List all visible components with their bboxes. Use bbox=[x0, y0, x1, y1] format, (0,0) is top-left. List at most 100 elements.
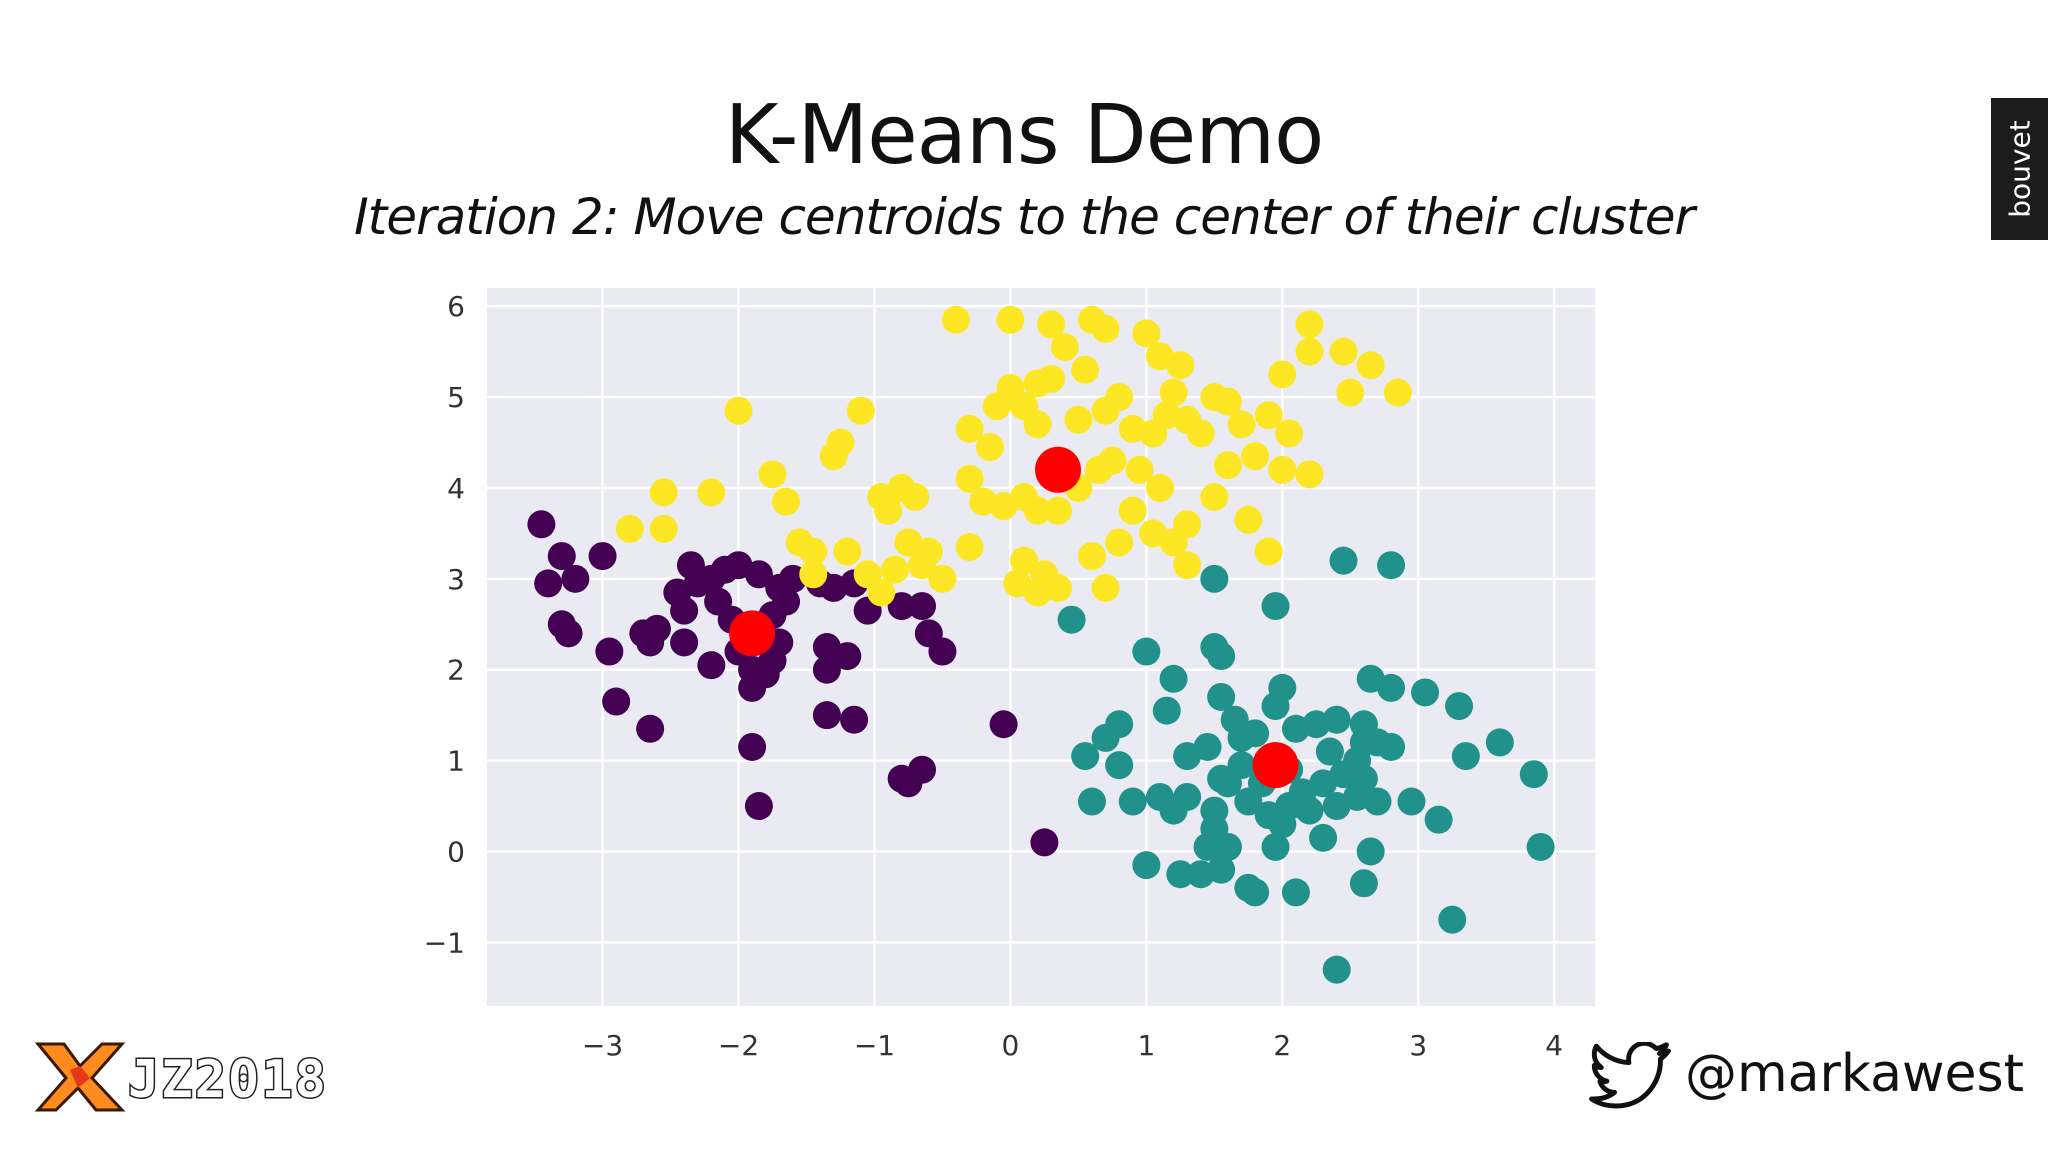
event-logo-text: JZ2018 bbox=[127, 1049, 328, 1112]
data-point bbox=[840, 705, 869, 734]
data-point bbox=[989, 710, 1018, 739]
data-point bbox=[534, 569, 563, 598]
data-point bbox=[1091, 573, 1120, 602]
data-point bbox=[1105, 751, 1134, 780]
data-point bbox=[1200, 483, 1229, 512]
data-point bbox=[1445, 692, 1474, 721]
data-point bbox=[799, 560, 828, 589]
data-point bbox=[1349, 764, 1378, 793]
data-point bbox=[1438, 905, 1467, 934]
data-point bbox=[1023, 496, 1052, 525]
data-point bbox=[812, 701, 841, 730]
data-point bbox=[1118, 787, 1147, 816]
data-point bbox=[1227, 410, 1256, 439]
x-tick-label: 0 bbox=[1001, 1029, 1019, 1062]
data-point bbox=[799, 537, 828, 566]
jz-x-logo-icon bbox=[34, 1042, 126, 1112]
data-point bbox=[1071, 355, 1100, 384]
data-point bbox=[1295, 310, 1324, 339]
data-point bbox=[833, 642, 862, 671]
data-point bbox=[602, 687, 631, 716]
centroid-point bbox=[1034, 446, 1081, 493]
data-point bbox=[1268, 455, 1297, 484]
data-point bbox=[649, 478, 678, 507]
data-point bbox=[1220, 705, 1249, 734]
data-point bbox=[1186, 860, 1215, 889]
x-tick-label: 4 bbox=[1545, 1029, 1563, 1062]
data-point bbox=[1241, 442, 1270, 471]
data-point bbox=[772, 487, 801, 516]
data-point bbox=[1377, 673, 1406, 702]
data-point bbox=[1166, 860, 1195, 889]
data-point bbox=[1118, 496, 1147, 525]
data-point bbox=[812, 655, 841, 684]
data-point bbox=[1227, 751, 1256, 780]
tick-labels: −3 −2 −1 0 1 2 3 4 −1 0 1 2 3 4 5 6 bbox=[424, 290, 1563, 1062]
data-point bbox=[901, 483, 930, 512]
y-tick-label: 5 bbox=[447, 381, 465, 414]
data-point bbox=[1485, 728, 1514, 757]
data-point bbox=[1166, 351, 1195, 380]
data-point bbox=[1329, 546, 1358, 575]
data-point bbox=[1207, 642, 1236, 671]
twitter-handle: @markawest bbox=[1685, 1044, 2024, 1104]
data-point bbox=[955, 533, 984, 562]
data-point bbox=[588, 542, 617, 571]
bouvet-badge-label: bouvet bbox=[2003, 120, 2036, 218]
data-point bbox=[1173, 782, 1202, 811]
data-point bbox=[826, 428, 855, 457]
data-point bbox=[1010, 546, 1039, 575]
data-point bbox=[1037, 310, 1066, 339]
data-point bbox=[595, 637, 624, 666]
data-point bbox=[649, 514, 678, 543]
x-tick-label: −3 bbox=[582, 1029, 623, 1062]
data-point bbox=[1077, 787, 1106, 816]
data-point bbox=[1152, 696, 1181, 725]
data-point bbox=[1234, 787, 1263, 816]
data-point bbox=[942, 305, 971, 334]
data-point bbox=[1241, 719, 1270, 748]
data-point bbox=[1173, 551, 1202, 580]
data-point bbox=[758, 460, 787, 489]
data-point bbox=[1200, 564, 1229, 593]
centroid-point bbox=[729, 610, 776, 657]
y-tick-label: 6 bbox=[447, 290, 465, 323]
data-point bbox=[908, 551, 937, 580]
x-tick-label: −2 bbox=[718, 1029, 759, 1062]
data-point bbox=[976, 433, 1005, 462]
data-point bbox=[1254, 401, 1283, 430]
y-tick-label: −1 bbox=[424, 926, 465, 959]
data-point bbox=[1268, 673, 1297, 702]
data-point bbox=[1322, 705, 1351, 734]
data-point bbox=[1173, 510, 1202, 539]
data-point bbox=[1091, 314, 1120, 343]
data-point bbox=[908, 592, 937, 621]
data-point bbox=[1132, 851, 1161, 880]
data-point bbox=[744, 560, 773, 589]
data-point bbox=[527, 510, 556, 539]
data-point bbox=[1349, 728, 1378, 757]
data-points bbox=[527, 305, 1555, 984]
data-point bbox=[1145, 473, 1174, 502]
data-point bbox=[833, 537, 862, 566]
data-point bbox=[636, 714, 665, 743]
data-point bbox=[908, 755, 937, 784]
y-tick-label: 2 bbox=[447, 654, 465, 687]
x-tick-label: 3 bbox=[1409, 1029, 1427, 1062]
data-point bbox=[1193, 732, 1222, 761]
data-point bbox=[867, 483, 896, 512]
x-tick-label: 1 bbox=[1137, 1029, 1155, 1062]
data-point bbox=[1193, 832, 1222, 861]
data-point bbox=[1234, 873, 1263, 902]
data-point bbox=[1254, 537, 1283, 566]
data-point bbox=[636, 628, 665, 657]
data-point bbox=[928, 637, 957, 666]
data-point bbox=[697, 478, 726, 507]
data-point bbox=[1281, 878, 1310, 907]
data-point bbox=[1043, 496, 1072, 525]
data-point bbox=[1132, 637, 1161, 666]
data-point bbox=[1186, 419, 1215, 448]
data-point bbox=[1050, 333, 1079, 362]
